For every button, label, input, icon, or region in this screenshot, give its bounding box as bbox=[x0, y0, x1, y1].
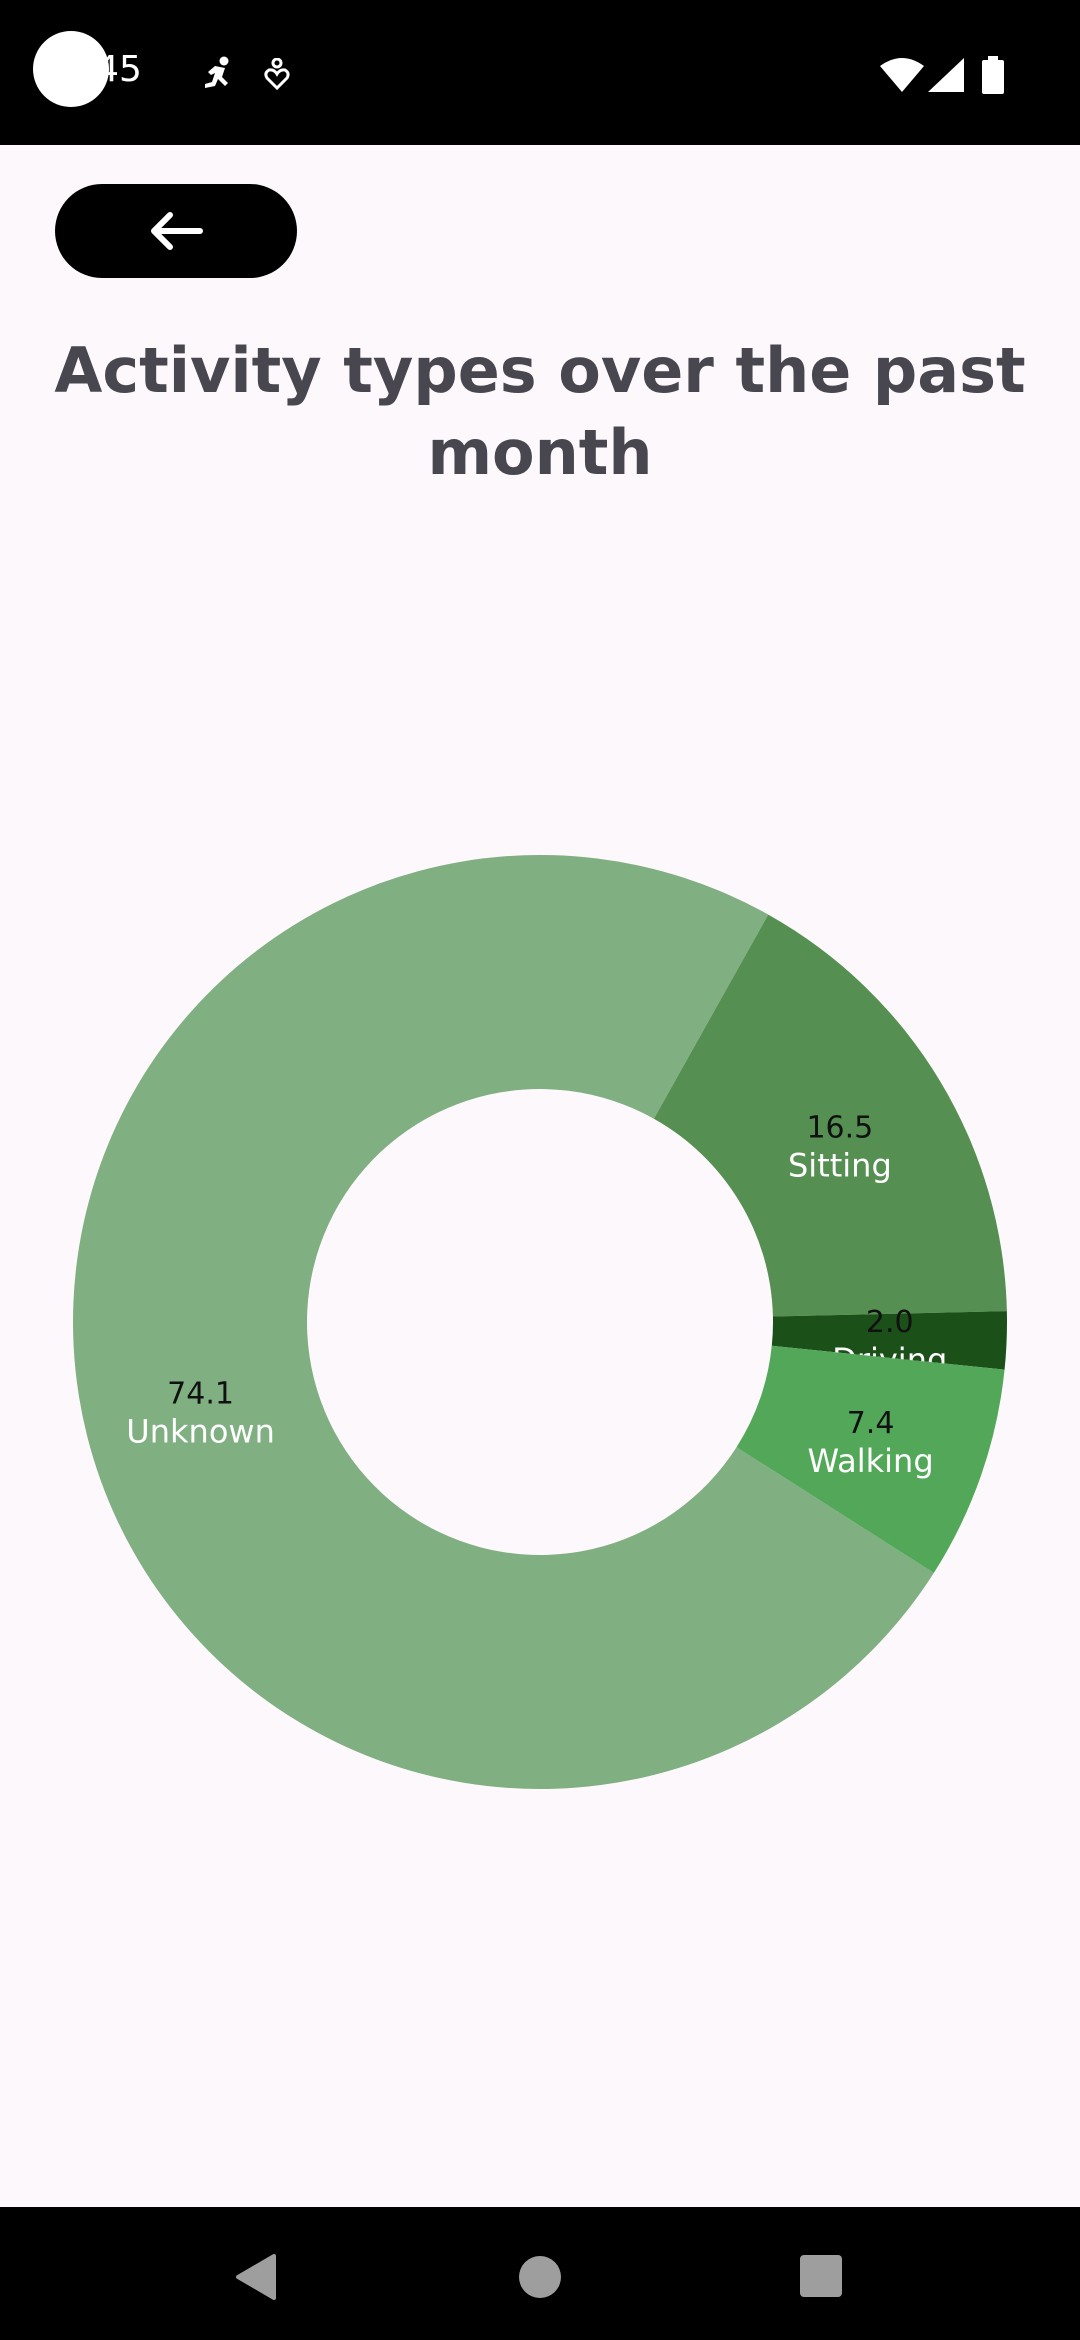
pie-slice-sitting bbox=[653, 914, 1007, 1317]
home-circle-icon[interactable] bbox=[518, 2255, 562, 2299]
data-label-value-driving: 2.0 bbox=[866, 1305, 914, 1340]
data-label-name-sitting: Sitting bbox=[788, 1147, 892, 1185]
navigation-bar bbox=[0, 2207, 1080, 2340]
running-icon bbox=[200, 56, 236, 98]
pie-slice-walking bbox=[736, 1345, 1005, 1573]
data-label-value-walking: 7.4 bbox=[847, 1406, 895, 1441]
cellular-signal-icon bbox=[928, 58, 964, 96]
data-label-value-sitting: 16.5 bbox=[806, 1111, 873, 1146]
back-button[interactable] bbox=[55, 184, 297, 278]
recents-square-icon[interactable] bbox=[800, 2255, 842, 2297]
activity-donut-chart: 74.1Unknown16.5Sitting2.0Driving7.4Walki… bbox=[73, 855, 1007, 1789]
page-title: Activity types over the past month bbox=[54, 334, 1026, 489]
data-label-name-unknown: Unknown bbox=[126, 1412, 275, 1450]
status-bar: :45 bbox=[0, 0, 1080, 145]
back-triangle-icon[interactable] bbox=[234, 2254, 278, 2300]
pie-slice-driving bbox=[771, 1311, 1007, 1370]
data-label-value-unknown: 74.1 bbox=[167, 1376, 234, 1411]
data-label-name-walking: Walking bbox=[808, 1442, 934, 1480]
wifi-icon bbox=[880, 58, 924, 96]
pie-slice-unknown bbox=[73, 855, 934, 1789]
app-content: Activity types over the past month 74.1 U… bbox=[0, 145, 1080, 2207]
arrow-left-icon bbox=[151, 212, 203, 250]
camera-cutout bbox=[33, 31, 109, 107]
health-icon bbox=[264, 57, 290, 94]
battery-icon bbox=[982, 56, 1004, 98]
status-time: :45 bbox=[84, 49, 142, 90]
